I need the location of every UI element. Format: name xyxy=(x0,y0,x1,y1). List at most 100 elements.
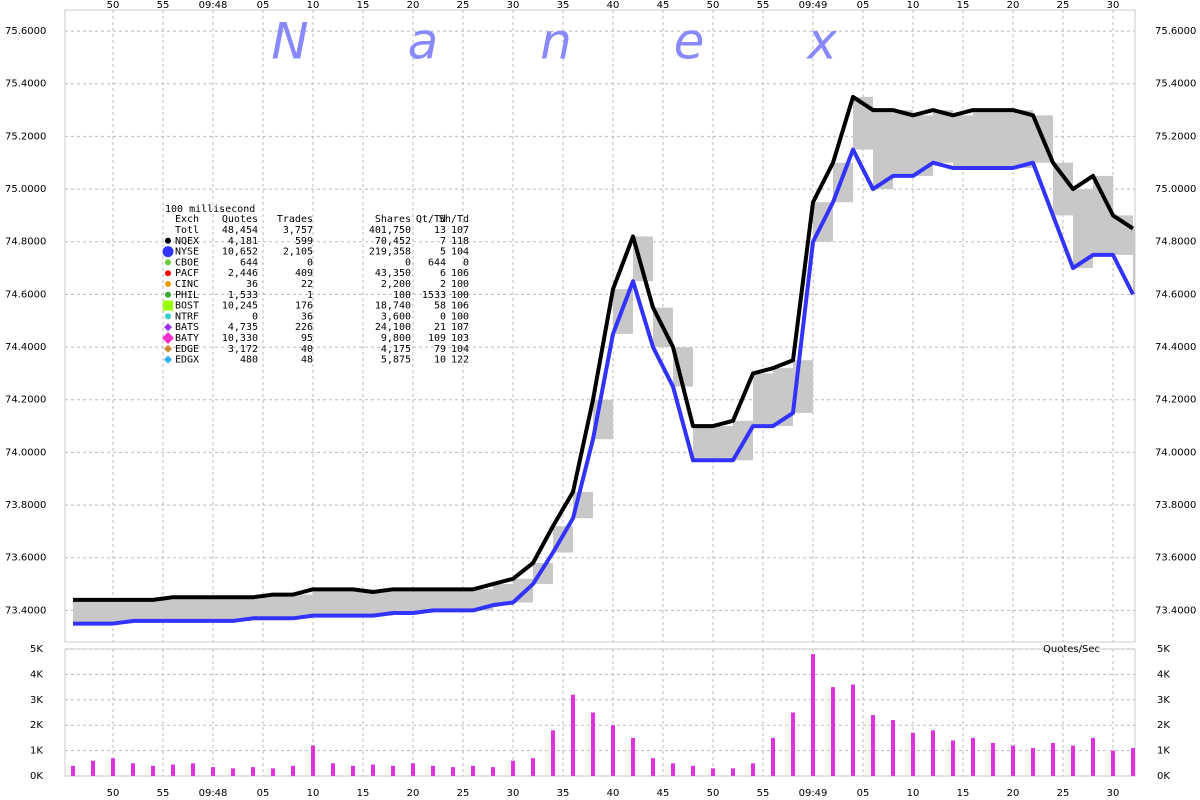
spread-band xyxy=(993,110,1013,168)
x-tick-label: 25 xyxy=(457,788,470,799)
bar xyxy=(71,765,75,776)
y-tick-label: 74.0000 xyxy=(5,447,46,458)
x-tick-label: 55 xyxy=(757,788,770,799)
x-tick-label: 30 xyxy=(1107,0,1120,11)
legend-marker xyxy=(163,300,173,311)
table-cell: EDGX xyxy=(175,355,199,366)
legend-marker xyxy=(162,332,174,344)
x-tick-label: 09:49 xyxy=(799,0,828,11)
y-tick-label: 75.4000 xyxy=(5,79,46,90)
table-cell: 18,740 xyxy=(375,301,411,312)
y-tick-label: 74.4000 xyxy=(5,342,46,353)
x-tick-label: 55 xyxy=(157,0,170,11)
bar xyxy=(1051,742,1055,776)
x-tick-label: 55 xyxy=(757,0,770,11)
spread-band xyxy=(373,591,393,616)
table-cell: 10 xyxy=(434,355,446,366)
table-header: Qt/Td xyxy=(416,214,446,225)
table-cell: 48 xyxy=(301,355,313,366)
spread-band xyxy=(753,373,773,427)
table-cell: NQEX xyxy=(175,236,199,247)
y-tick-label: 2K xyxy=(1157,720,1170,731)
legend-marker xyxy=(165,281,171,287)
spread-band xyxy=(433,589,453,611)
x-tick-label: 10 xyxy=(307,788,320,799)
bar xyxy=(871,715,875,776)
legend-marker xyxy=(165,270,171,277)
bar xyxy=(971,737,975,776)
bar xyxy=(351,765,355,776)
x-tick-label: 50 xyxy=(107,788,120,799)
table-cell: 100 xyxy=(393,290,411,301)
y-tick-label: 3K xyxy=(30,695,43,706)
table-cell: Totl xyxy=(175,225,199,236)
spread-band xyxy=(1053,162,1073,216)
table-cell: 1 xyxy=(307,290,313,301)
table-cell: 3,757 xyxy=(283,225,313,236)
spread-band xyxy=(233,597,253,621)
watermark-letter: a xyxy=(408,13,439,71)
y-tick-label: 75.0000 xyxy=(5,184,46,195)
x-tick-label: 55 xyxy=(157,788,170,799)
x-tick-label: 15 xyxy=(357,0,370,11)
table-cell: 104 xyxy=(451,247,469,258)
bar xyxy=(931,730,935,776)
bar xyxy=(651,758,655,776)
bar xyxy=(471,765,475,776)
x-tick-label: 09:49 xyxy=(799,788,828,799)
bar xyxy=(251,767,255,776)
spread-band xyxy=(673,347,693,387)
table-cell: 7 xyxy=(440,236,446,247)
spread-band xyxy=(933,110,953,163)
table-cell: 106 xyxy=(451,301,469,312)
table-cell: 0 xyxy=(440,311,446,322)
table-cell: 10,330 xyxy=(222,333,258,344)
x-tick-label: 10 xyxy=(307,0,320,11)
y-tick-label: 75.2000 xyxy=(5,131,46,142)
table-cell: 70,452 xyxy=(375,236,411,247)
table-cell: 10,652 xyxy=(222,247,258,258)
table-cell: 79 xyxy=(434,344,446,355)
table-cell: 1,533 xyxy=(228,290,258,301)
spread-band xyxy=(893,110,913,176)
watermark-letter: x xyxy=(805,13,837,71)
bar xyxy=(411,763,415,776)
y-tick-label: 74.0000 xyxy=(1155,447,1196,458)
table-cell: EDGE xyxy=(175,344,199,355)
table-cell: 2,446 xyxy=(228,268,258,279)
table-cell: 4,175 xyxy=(381,344,411,355)
bar xyxy=(691,765,695,776)
watermark-letter: N xyxy=(271,13,308,71)
bar xyxy=(431,765,435,776)
spread-band xyxy=(693,426,713,461)
bar xyxy=(991,742,995,776)
bar xyxy=(551,730,555,776)
bar xyxy=(1131,748,1135,776)
bar xyxy=(891,720,895,776)
x-tick-label: 20 xyxy=(407,0,420,11)
x-tick-label: 05 xyxy=(257,788,270,799)
table-cell: 0 xyxy=(307,257,313,268)
bar xyxy=(1091,737,1095,776)
table-cell: BATY xyxy=(175,333,199,344)
watermark-letter: n xyxy=(540,13,572,71)
x-tick-label: 45 xyxy=(657,788,670,799)
y-tick-label: 0K xyxy=(1157,771,1170,782)
table-header: Sh/Td xyxy=(439,214,469,225)
y-tick-label: 3K xyxy=(1157,695,1170,706)
y-tick-label: 4K xyxy=(1157,669,1170,680)
table-cell: 104 xyxy=(451,344,469,355)
spread-band xyxy=(913,115,933,176)
table-cell: 100 xyxy=(451,290,469,301)
table-cell: 0 xyxy=(405,257,411,268)
x-tick-label: 20 xyxy=(407,788,420,799)
table-cell: 644 xyxy=(428,257,446,268)
y-tick-label: 74.8000 xyxy=(5,237,46,248)
bar xyxy=(811,654,815,776)
table-cell: 10,245 xyxy=(222,301,258,312)
table-cell: 40 xyxy=(301,344,313,355)
table-cell: 3,600 xyxy=(381,311,411,322)
x-tick-label: 25 xyxy=(457,0,470,11)
y-tick-label: 5K xyxy=(1157,644,1170,655)
table-cell: 109 xyxy=(428,333,446,344)
